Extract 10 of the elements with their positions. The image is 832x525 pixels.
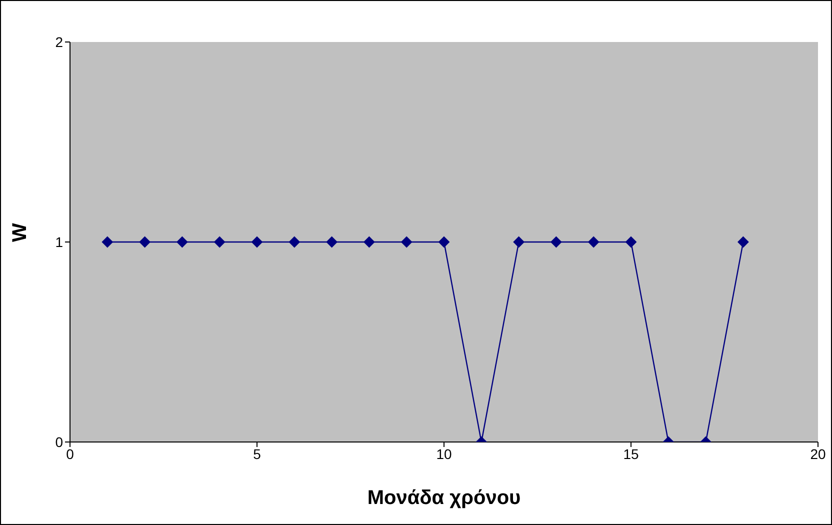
y-tick-label: 0 bbox=[55, 434, 64, 450]
x-tick-label: 5 bbox=[253, 446, 262, 462]
x-tick-label: 10 bbox=[436, 446, 452, 462]
y-tick-label: 1 bbox=[55, 234, 64, 250]
x-tick-label: 0 bbox=[66, 446, 74, 462]
x-tick-label: 15 bbox=[623, 446, 639, 462]
y-axis-title: W bbox=[9, 223, 32, 242]
x-axis-title: Μονάδα χρόνου bbox=[367, 487, 521, 509]
x-tick-label: 20 bbox=[810, 446, 826, 462]
y-tick-label: 2 bbox=[55, 34, 64, 50]
